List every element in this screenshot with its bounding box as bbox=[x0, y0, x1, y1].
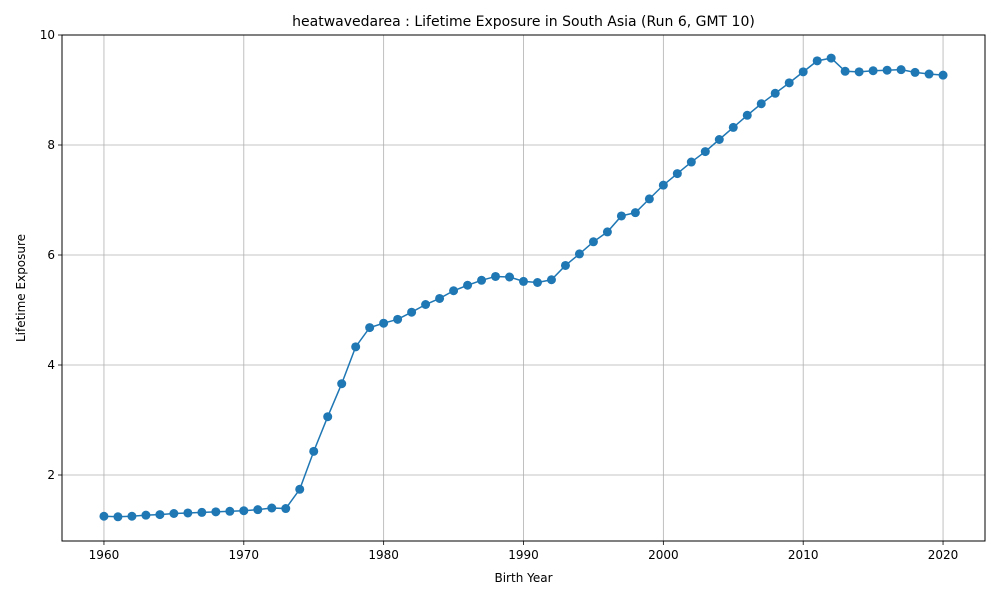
data-point bbox=[351, 342, 361, 352]
data-point bbox=[714, 135, 724, 144]
data-point bbox=[770, 88, 780, 98]
y-tick-label: 10 bbox=[40, 28, 55, 42]
data-point bbox=[868, 66, 878, 76]
data-point bbox=[477, 275, 487, 285]
data-point bbox=[784, 78, 794, 88]
data-point bbox=[630, 208, 640, 218]
data-point bbox=[393, 314, 403, 324]
data-point bbox=[896, 65, 906, 75]
data-point bbox=[672, 169, 682, 179]
y-axis-label: Lifetime Exposure bbox=[14, 234, 28, 342]
data-point bbox=[197, 507, 207, 517]
data-point bbox=[253, 505, 263, 515]
chart-title: heatwavedarea : Lifetime Exposure in Sou… bbox=[292, 14, 755, 30]
data-point bbox=[560, 260, 570, 270]
data-point bbox=[602, 227, 612, 237]
data-point bbox=[532, 278, 542, 287]
x-tick-label: 1970 bbox=[229, 548, 260, 562]
series-markers bbox=[99, 53, 948, 522]
ticks: 1960 1970 1980 1990 2000 2010 2020 2 4 6 8 10 bbox=[40, 28, 959, 562]
data-point bbox=[309, 446, 319, 456]
x-tick-label: 2000 bbox=[648, 548, 679, 562]
data-point bbox=[225, 506, 235, 516]
x-tick-label: 1990 bbox=[508, 548, 539, 562]
data-point bbox=[756, 99, 766, 109]
data-point bbox=[519, 276, 528, 286]
data-point bbox=[169, 509, 179, 518]
data-point bbox=[686, 157, 696, 167]
data-point bbox=[924, 69, 934, 79]
x-axis-label: Birth Year bbox=[494, 571, 552, 585]
data-point bbox=[742, 110, 752, 120]
data-point bbox=[267, 503, 277, 513]
data-point bbox=[910, 67, 920, 77]
data-point bbox=[644, 194, 654, 204]
y-tick-label: 8 bbox=[47, 138, 55, 152]
data-point bbox=[854, 67, 864, 77]
y-tick-label: 2 bbox=[47, 468, 55, 482]
data-point bbox=[407, 307, 417, 317]
data-point bbox=[365, 323, 375, 333]
x-tick-label: 1980 bbox=[368, 548, 399, 562]
data-point bbox=[728, 122, 738, 132]
data-point bbox=[505, 272, 515, 282]
data-point bbox=[826, 53, 836, 63]
data-point bbox=[435, 293, 445, 303]
data-point bbox=[155, 510, 165, 520]
data-point bbox=[113, 512, 123, 522]
x-tick-label: 1960 bbox=[89, 548, 120, 562]
data-point bbox=[323, 412, 333, 422]
data-point bbox=[183, 508, 193, 518]
data-point bbox=[99, 511, 109, 521]
data-point bbox=[379, 318, 389, 328]
data-point bbox=[449, 286, 459, 296]
data-point bbox=[658, 180, 668, 190]
y-tick-label: 6 bbox=[47, 248, 55, 262]
data-point bbox=[337, 379, 347, 389]
data-point bbox=[281, 504, 291, 514]
data-point bbox=[546, 275, 556, 285]
grid bbox=[62, 34, 985, 541]
data-point bbox=[239, 506, 249, 516]
data-point bbox=[421, 300, 431, 309]
data-point bbox=[938, 70, 948, 80]
data-point bbox=[588, 237, 598, 247]
data-point bbox=[491, 271, 501, 281]
data-point bbox=[463, 280, 473, 290]
x-tick-label: 2020 bbox=[928, 548, 959, 562]
x-tick-label: 2010 bbox=[788, 548, 819, 562]
data-point bbox=[840, 66, 850, 76]
data-point bbox=[700, 147, 710, 157]
data-point bbox=[812, 56, 822, 66]
data-point bbox=[211, 507, 221, 517]
data-point bbox=[127, 511, 137, 521]
data-point bbox=[616, 211, 626, 221]
data-point bbox=[141, 510, 151, 520]
data-point bbox=[295, 484, 305, 494]
data-point bbox=[798, 67, 808, 77]
data-point bbox=[882, 65, 892, 75]
data-point bbox=[574, 249, 584, 259]
y-tick-label: 4 bbox=[47, 358, 55, 372]
